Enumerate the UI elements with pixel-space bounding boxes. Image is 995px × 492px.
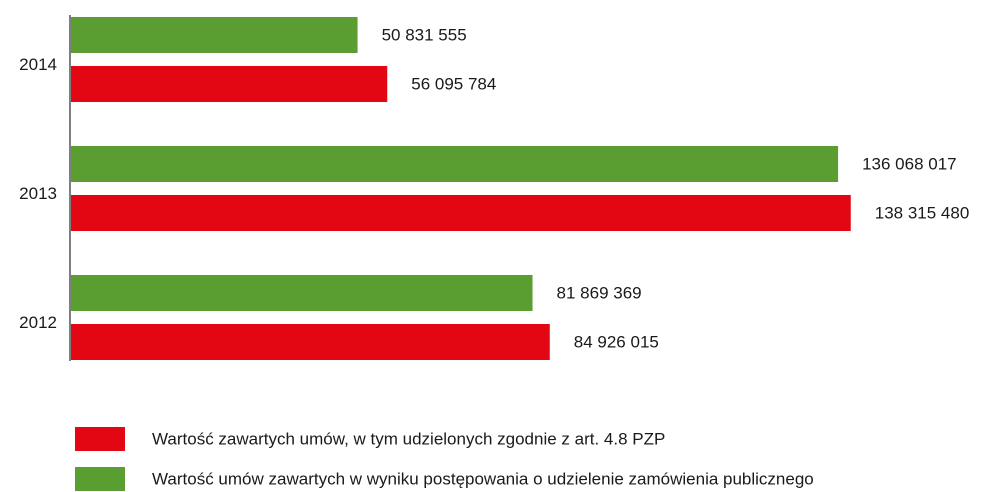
- category-label: 2013: [19, 184, 57, 203]
- value-label: 138 315 480: [875, 203, 970, 222]
- bar: [71, 17, 358, 53]
- bar: [71, 146, 839, 182]
- legend-swatch: [75, 467, 125, 491]
- bar: [71, 275, 533, 311]
- value-label: 50 831 555: [382, 25, 467, 44]
- legend-label: Wartość umów zawartych w wyniku postępow…: [152, 469, 814, 488]
- value-label: 56 095 784: [411, 74, 496, 93]
- legend-swatch: [75, 427, 125, 451]
- value-label: 136 068 017: [862, 154, 957, 173]
- bar: [71, 324, 550, 360]
- legend-label: Wartość zawartych umów, w tym udzielonyc…: [152, 429, 665, 448]
- category-label: 2012: [19, 313, 57, 332]
- value-label: 84 926 015: [574, 332, 659, 351]
- value-label: 81 869 369: [557, 283, 642, 302]
- category-label: 2014: [19, 55, 57, 74]
- bar: [71, 66, 388, 102]
- bar: [71, 195, 851, 231]
